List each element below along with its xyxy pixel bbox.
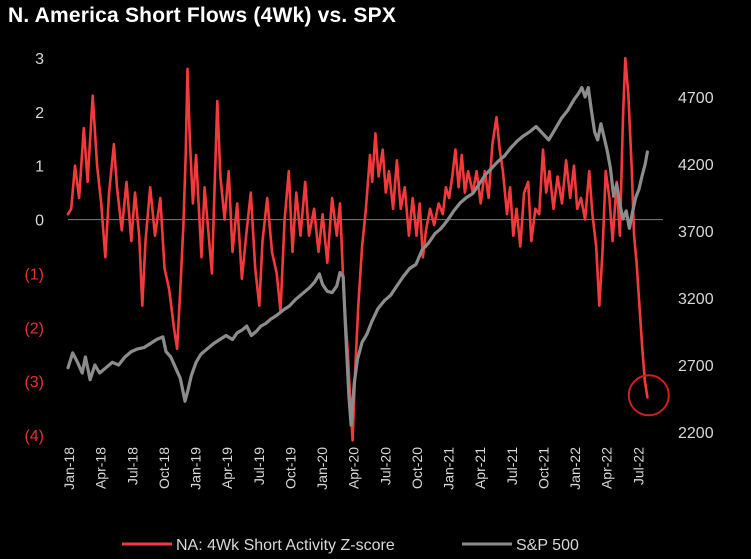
y-left-tick-label: (4) xyxy=(24,428,44,445)
y-right-tick-label: 2200 xyxy=(678,425,714,442)
x-tick-label: Oct-21 xyxy=(535,447,551,489)
legend-label-short-activity: NA: 4Wk Short Activity Z-score xyxy=(176,537,395,554)
x-tick-label: Apr-21 xyxy=(472,447,488,489)
highlight-circle xyxy=(627,374,670,417)
y-right-tick-label: 2700 xyxy=(678,358,714,375)
chart-title: N. America Short Flows (4Wk) vs. SPX xyxy=(8,4,397,27)
x-tick-label: Oct-18 xyxy=(156,447,172,489)
legend-label-sp500: S&P 500 xyxy=(516,537,579,554)
y-right-tick-label: 4700 xyxy=(678,90,714,107)
x-tick-label: Jan-18 xyxy=(61,447,77,490)
x-tick-label: Apr-18 xyxy=(93,447,109,489)
x-tick-label: Jan-20 xyxy=(314,447,330,490)
x-tick-label: Apr-19 xyxy=(219,447,235,489)
y-left-tick-label: (1) xyxy=(24,266,44,283)
y-left-tick-label: (2) xyxy=(24,320,44,337)
series-line-short-activity xyxy=(66,56,649,442)
x-tick-label: Apr-22 xyxy=(599,447,615,489)
y-left-tick-label: 0 xyxy=(35,213,44,230)
y-left-tick-label: (3) xyxy=(24,374,44,391)
x-tick-label: Jan-21 xyxy=(441,447,457,490)
x-tick-label: Jul-22 xyxy=(630,447,646,485)
x-tick-label: Oct-20 xyxy=(409,447,425,489)
y-left-tick-label: 1 xyxy=(35,159,44,176)
x-tick-label: Apr-20 xyxy=(346,447,362,489)
y-left-tick-label: 2 xyxy=(35,105,44,122)
x-tick-label: Jan-19 xyxy=(188,447,204,490)
x-tick-label: Jul-21 xyxy=(504,447,520,485)
x-tick-label: Jan-22 xyxy=(567,447,583,490)
y-right-tick-label: 4200 xyxy=(678,157,714,174)
y-right-tick-label: 3200 xyxy=(678,291,714,308)
y-right-tick-label: 3700 xyxy=(678,224,714,241)
x-tick-label: Oct-19 xyxy=(282,447,298,489)
series-line-sp500 xyxy=(66,86,649,427)
x-tick-label: Jul-20 xyxy=(377,447,393,485)
y-left-tick-label: 3 xyxy=(35,51,44,68)
x-tick-label: Jul-19 xyxy=(251,447,267,485)
x-tick-label: Jul-18 xyxy=(124,447,140,485)
